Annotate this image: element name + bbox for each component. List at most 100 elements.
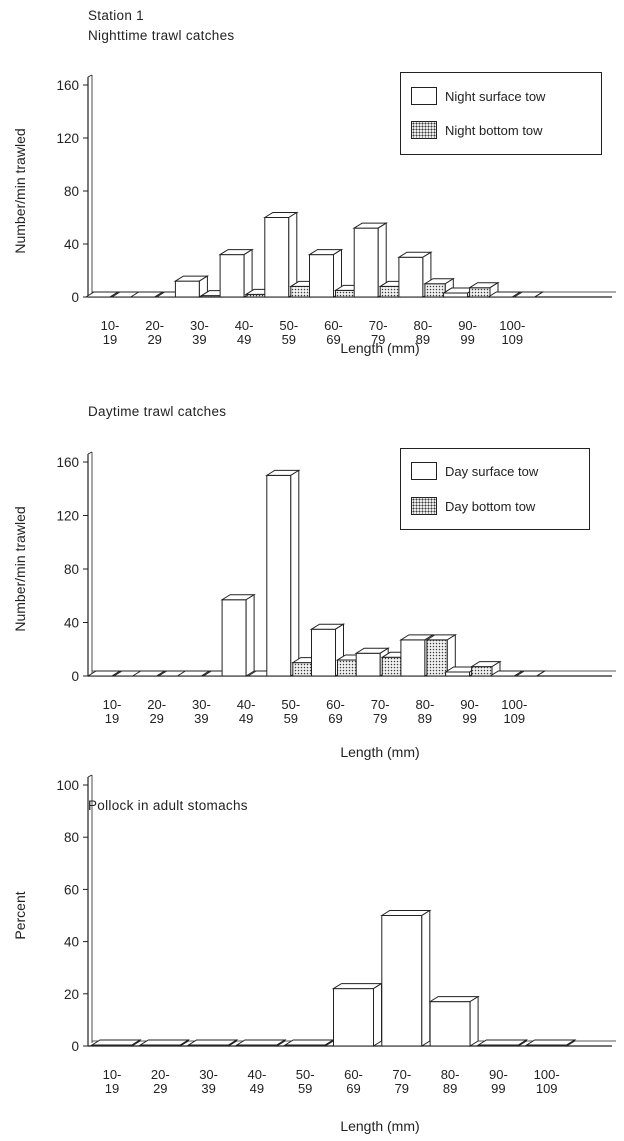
legend-swatch-dotted: [411, 121, 437, 139]
chart-1-title: Nighttime trawl catches: [88, 28, 235, 43]
x-tick-label: 79: [395, 1081, 409, 1096]
x-tick-label: 99: [460, 332, 474, 347]
surface-bar-70-79: [353, 227, 379, 298]
flat-bar-30-39-side: [228, 1039, 238, 1047]
x-tick-label: 60-: [326, 697, 345, 712]
x-tick-label: 10-: [103, 1067, 122, 1082]
x-tick-label: 30-: [190, 318, 209, 333]
flat-surface-bar-30-39-side: [201, 670, 210, 677]
x-tick-label: 30-: [192, 697, 211, 712]
x-tick-label: 19: [105, 711, 119, 726]
chart-2-title: Daytime trawl catches: [88, 404, 227, 419]
x-tick-label: 70-: [369, 318, 388, 333]
legend-label-night-bottom: Night bottom tow: [445, 122, 543, 138]
x-axis-title: Length (mm): [340, 340, 419, 356]
x-tick-label: 60-: [324, 318, 343, 333]
x-tick-label: 109: [501, 332, 523, 347]
bar-60-69-side: [373, 982, 382, 1047]
x-tick-label: 89: [418, 711, 432, 726]
surface-bar-40-49-side: [243, 248, 253, 298]
flat-surface-bar-10-19-side: [109, 291, 119, 298]
legend-day: Day surface tow Day bottom tow: [400, 448, 590, 530]
bottom-bar-80-89: [426, 639, 448, 677]
flat-surface-bar-10-19-side: [111, 670, 121, 677]
bottom-bar-50-59: [292, 662, 314, 677]
y-axis-title: Number/min trawled: [12, 506, 28, 631]
bottom-bar-70-79: [379, 285, 402, 298]
surface-bar-80-89: [398, 256, 424, 298]
y-tick-label: 160: [56, 78, 79, 93]
legend-night: Night surface tow Night bottom tow: [400, 72, 602, 155]
x-tick-label: 89: [416, 332, 430, 347]
y-tick-label: 160: [56, 455, 79, 470]
legend-item-night-surface: Night surface tow: [411, 87, 545, 105]
x-tick-label: 29: [147, 332, 161, 347]
x-tick-label: 100-: [499, 318, 525, 333]
x-tick-label: 10-: [103, 697, 122, 712]
flat-bottom-bar-100-109-side: [534, 291, 543, 298]
x-tick-label: 40-: [237, 697, 256, 712]
x-tick-label: 59: [284, 711, 298, 726]
surface-bar-30-39: [174, 280, 200, 298]
y-axis-cap: [87, 774, 93, 778]
surface-bar-50-59-side: [290, 469, 300, 677]
bar-80-89-side: [469, 995, 479, 1047]
y-tick-label: 80: [64, 562, 79, 577]
surface-bar-90-99: [443, 292, 469, 298]
flat-surface-bar-100-109-side: [514, 670, 523, 677]
flat-bar-10-19-side: [131, 1039, 141, 1047]
chart-3-title: Pollock in adult stomachs: [88, 798, 248, 813]
surface-bar-60-69: [309, 254, 334, 298]
legend-swatch-plain: [411, 462, 437, 480]
y-tick-label: 120: [56, 131, 79, 146]
bar-70-79: [381, 915, 423, 1047]
x-tick-label: 80-: [441, 1067, 460, 1082]
y-tick-label: 80: [64, 184, 79, 199]
y-axis-title: Percent: [12, 891, 28, 939]
x-tick-label: 29: [149, 711, 163, 726]
chart-3: 0 20 40 60 80 100 Percent 10-19 20-29 30-39 40-49 5…: [12, 774, 616, 1134]
y-tick-label: 20: [64, 987, 79, 1002]
surface-bar-70-79: [355, 652, 381, 677]
x-axis-title: Length (mm): [340, 744, 419, 760]
y-tick-label: 120: [56, 509, 79, 524]
x-tick-label: 59: [282, 332, 296, 347]
legend-swatch-dotted: [411, 497, 437, 515]
x-tick-label: 20-: [147, 697, 166, 712]
bottom-bar-60-69: [337, 659, 359, 677]
y-tick-label: 40: [64, 935, 79, 950]
x-tick-label: 70-: [392, 1067, 411, 1082]
x-tick-label: 49: [239, 711, 253, 726]
surface-bar-90-99: [445, 671, 471, 677]
surface-bar-40-49: [219, 254, 245, 298]
x-tick-label: 69: [346, 1081, 360, 1096]
flat-surface-bar-20-29-side: [154, 291, 163, 298]
y-tick-label: 0: [71, 1039, 79, 1054]
y-axis-title: Number/min trawled: [12, 128, 28, 253]
bottom-bar-80-89: [424, 283, 446, 298]
bottom-bar-60-69: [335, 289, 357, 298]
chart-2: 0 40 80 120 160 Number/min trawled 10-19 20-29 3…: [12, 451, 616, 760]
y-tick-label: 60: [64, 882, 79, 897]
x-tick-label: 100-: [501, 697, 527, 712]
y-tick-label: 0: [71, 669, 79, 684]
x-tick-label: 70-: [371, 697, 390, 712]
surface-bar-50-59: [264, 217, 290, 298]
x-axis-title: Length (mm): [340, 1118, 419, 1134]
x-tick-label: 30-: [199, 1067, 218, 1082]
legend-swatch-plain: [411, 87, 437, 105]
x-tick-label: 100-: [534, 1067, 560, 1082]
x-tick-label: 99: [491, 1081, 505, 1096]
x-tick-label: 10-: [101, 318, 120, 333]
flat-bottom-bar-100-109-side: [536, 670, 545, 677]
x-tick-label: 39: [201, 1081, 215, 1096]
legend-item-day-surface: Day surface tow: [411, 462, 538, 480]
x-tick-label: 69: [328, 711, 342, 726]
x-tick-label: 50-: [279, 318, 298, 333]
flat-surface-bar-100-109-side: [512, 291, 521, 298]
legend-label-night-surface: Night surface tow: [445, 88, 546, 104]
flat-bar-40-49-side: [276, 1039, 286, 1047]
x-tick-label: 99: [462, 711, 476, 726]
